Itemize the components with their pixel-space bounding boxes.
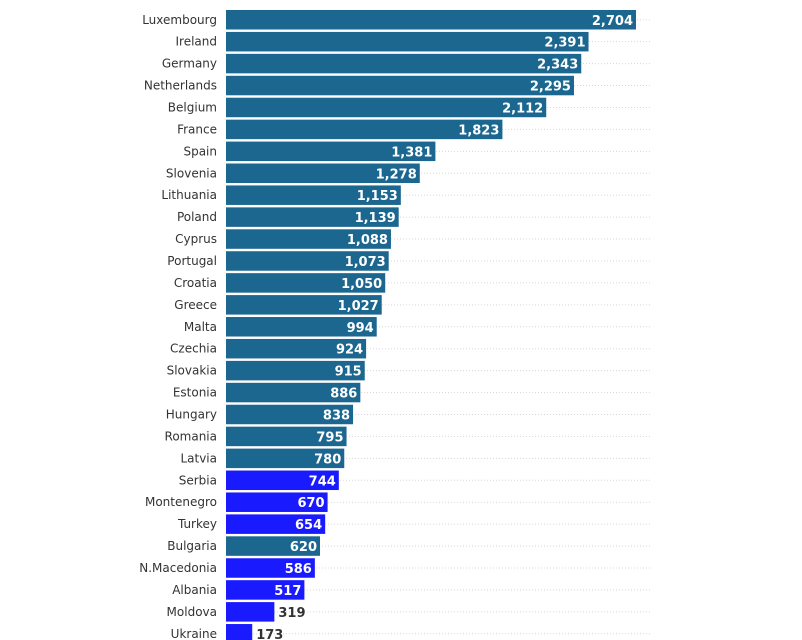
value-label: 994 (347, 321, 374, 336)
category-label: Romania (165, 429, 217, 443)
value-label: 620 (290, 540, 317, 555)
value-label: 319 (278, 606, 305, 621)
category-label: Czechia (170, 342, 217, 356)
bar-spain (226, 141, 436, 162)
bar-moldova (226, 602, 275, 622)
bar-n-macedonia (226, 558, 315, 578)
category-label: Netherlands (144, 79, 217, 93)
bar-lithuania (226, 185, 401, 205)
category-label: Albania (172, 583, 217, 597)
category-label: Lithuania (161, 188, 217, 202)
category-label: Spain (183, 144, 217, 158)
value-label: 2,112 (502, 101, 543, 116)
value-label: 1,073 (345, 255, 386, 270)
category-label: Estonia (173, 386, 217, 400)
bar-greece (226, 295, 382, 315)
bar-malta (226, 317, 377, 337)
category-label: Moldova (167, 605, 217, 619)
value-label: 1,139 (355, 211, 396, 226)
bar-belgium (226, 97, 547, 118)
value-label: 838 (323, 408, 350, 423)
value-label: 1,278 (376, 167, 417, 182)
value-label: 654 (295, 518, 322, 533)
bar-ireland (226, 31, 589, 52)
value-label: 1,823 (458, 123, 499, 138)
value-label: 517 (274, 584, 301, 599)
bar-poland (226, 207, 399, 227)
value-label: 670 (297, 496, 324, 511)
category-label: France (177, 122, 217, 136)
category-label: Poland (177, 210, 217, 224)
bar-romania (226, 426, 347, 447)
category-label: Germany (162, 57, 217, 71)
value-label: 915 (335, 365, 362, 380)
category-label: Bulgaria (167, 539, 217, 553)
value-label: 1,027 (338, 299, 379, 314)
bar-montenegro (226, 492, 328, 512)
value-label: 1,050 (341, 277, 382, 292)
value-label: 1,088 (347, 233, 388, 248)
category-label: Turkey (177, 517, 217, 531)
bar-croatia (226, 273, 386, 293)
category-label: Belgium (168, 100, 217, 114)
category-label: Slovakia (167, 364, 217, 378)
bar-france (226, 119, 503, 140)
value-label: 2,391 (544, 36, 585, 51)
category-label: Latvia (180, 451, 217, 465)
value-label: 1,153 (357, 189, 398, 204)
bar-germany (226, 53, 582, 74)
value-label: 780 (314, 452, 341, 467)
bar-slovenia (226, 163, 420, 184)
bar-luxembourg (226, 10, 636, 30)
value-label: 744 (309, 474, 336, 489)
bar-serbia (226, 470, 339, 491)
category-label: Croatia (174, 276, 217, 290)
value-label: 886 (330, 387, 357, 402)
bar-latvia (226, 448, 345, 469)
bar-slovakia (226, 360, 365, 381)
category-label: Ukraine (171, 627, 217, 640)
value-label: 173 (256, 628, 283, 640)
category-label: Greece (174, 298, 217, 312)
category-label: Luxembourg (142, 13, 217, 27)
category-label: Cyprus (175, 232, 217, 246)
bar-estonia (226, 382, 361, 403)
bar-hungary (226, 404, 354, 425)
category-label: Ireland (175, 35, 217, 49)
bar-turkey (226, 514, 326, 534)
value-label: 1,381 (391, 145, 432, 160)
bar-czechia (226, 338, 367, 359)
category-label: N.Macedonia (139, 561, 217, 575)
value-label: 2,295 (530, 80, 571, 95)
category-label: Slovenia (166, 166, 217, 180)
category-label: Portugal (167, 254, 217, 268)
bar-netherlands (226, 75, 574, 96)
bar-ukraine (226, 624, 253, 640)
category-label: Malta (184, 320, 217, 334)
bar-cyprus (226, 229, 391, 249)
value-label: 924 (336, 343, 363, 358)
bar-albania (226, 580, 305, 600)
bar-bulgaria (226, 536, 321, 556)
category-label: Serbia (179, 473, 217, 487)
category-label: Montenegro (145, 495, 217, 509)
value-label: 586 (285, 562, 312, 577)
value-label: 2,704 (592, 14, 633, 29)
value-label: 2,343 (537, 58, 578, 73)
bar-portugal (226, 251, 389, 271)
value-label: 795 (316, 430, 343, 445)
category-label: Hungary (166, 407, 217, 421)
